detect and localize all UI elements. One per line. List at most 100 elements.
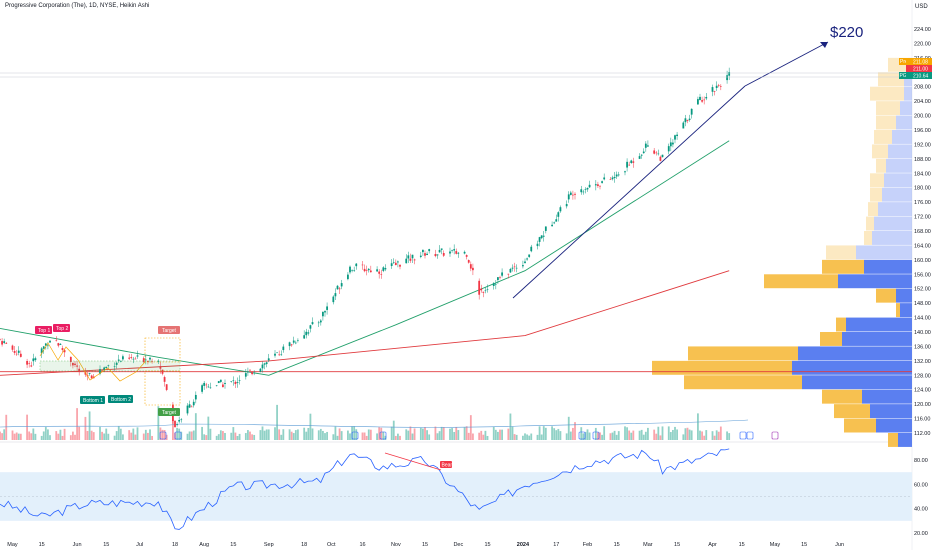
rsi-axis[interactable]: 80.00 60.00 40.00 20.00: [914, 458, 928, 537]
volume-bar: [207, 416, 210, 440]
candle-body: [597, 184, 599, 187]
volume-profile-sell-bar: [870, 404, 912, 419]
candle-body: [565, 204, 568, 207]
candle-body: [436, 254, 439, 256]
price-tick-label: 172.00: [914, 215, 931, 221]
volume-bar: [728, 433, 731, 440]
candle-body: [726, 75, 728, 81]
volume-bar: [482, 434, 485, 440]
uptrend-line[interactable]: [512, 85, 746, 299]
volume-bar: [105, 428, 108, 440]
volume-profile-buy-bar: [836, 317, 846, 332]
volume-bar: [178, 428, 181, 440]
candle-body: [399, 264, 401, 267]
time-tick-label: Jun: [835, 542, 844, 548]
volume-bar: [86, 430, 89, 440]
candle-body: [47, 345, 49, 347]
volume-bar: [672, 429, 674, 440]
volume-bar: [682, 434, 685, 440]
volume-bar: [69, 435, 72, 440]
volume-bar: [117, 426, 120, 440]
last-price-badge: [906, 65, 932, 72]
projection-line[interactable]: [744, 41, 829, 87]
volume-bar: [409, 426, 412, 440]
candle-body: [113, 366, 116, 367]
volume-bar: [632, 430, 635, 440]
candle-body: [103, 367, 106, 370]
candle-body: [457, 252, 460, 254]
candle-body: [713, 91, 716, 92]
candle-body: [472, 267, 474, 271]
volume-bar: [147, 432, 149, 440]
candle-body: [392, 262, 395, 263]
candle-body: [542, 235, 545, 237]
volume-bar: [557, 428, 560, 440]
time-axis[interactable]: May 15 Jun 15 Jul 18 Aug 15 Sep 18 Oct 16 Nov 15 Dec 15…: [7, 542, 844, 548]
currency-label: USD: [915, 4, 928, 10]
volume-profile-buy-bar: [844, 418, 876, 433]
candle-body: [230, 381, 233, 382]
volume-bar: [3, 429, 6, 440]
rsi-divergence-badge: [440, 461, 452, 468]
volume-profile-buy-bar: [896, 303, 900, 318]
volume-profile-sell-bar: [900, 303, 912, 318]
chart-title: Progressive Corporation (The), 1D, NYSE,…: [5, 3, 150, 9]
candle-body: [267, 358, 270, 361]
volume-bar: [630, 432, 633, 440]
volume-bar: [705, 430, 708, 440]
volume-profile-buy-bar: [684, 375, 802, 390]
candle-body: [234, 381, 237, 385]
event-markers[interactable]: [159, 431, 779, 440]
candle-body: [659, 156, 662, 161]
volume-bar: [267, 429, 270, 440]
volume-bar: [259, 430, 262, 440]
time-tick-label: Sep: [264, 542, 274, 548]
candle-body: [190, 406, 193, 408]
volume-bar: [136, 427, 139, 440]
volume-bar: [186, 433, 189, 440]
volume-bar: [369, 429, 372, 440]
candle-body: [351, 270, 353, 272]
candle-body: [149, 357, 151, 360]
candle-body: [507, 273, 510, 275]
time-tick-label: Feb: [583, 542, 592, 548]
volume-bar: [653, 429, 656, 440]
time-tick-label: 17: [553, 542, 559, 548]
volume-bar: [353, 426, 356, 440]
candle-body: [672, 142, 674, 145]
price-tick-label: 128.00: [914, 373, 931, 379]
time-tick-label: 15: [230, 542, 236, 548]
volume-bar: [544, 427, 547, 440]
rsi-line: [0, 448, 730, 530]
volume-profile: [652, 57, 912, 447]
candle-body: [582, 191, 585, 193]
volume-bar: [628, 430, 631, 440]
candle-body: [192, 401, 195, 406]
volume-bar: [55, 431, 58, 440]
volume-bar: [501, 429, 503, 440]
volume-profile-sell-bar: [802, 375, 912, 390]
volume-bar: [405, 429, 408, 440]
candle-body: [209, 387, 212, 389]
candle-body: [49, 340, 51, 343]
volume-bar: [451, 428, 453, 440]
candle-body: [63, 350, 66, 353]
volume-bar: [322, 430, 324, 440]
candle-body: [424, 253, 426, 256]
volume-bar: [290, 431, 293, 440]
volume-bar: [624, 426, 626, 440]
volume-bar: [17, 433, 20, 440]
volume-bar: [57, 433, 60, 440]
candle-body: [442, 253, 445, 256]
volume-bar: [274, 427, 276, 440]
volume-bar: [697, 413, 699, 440]
volume-bar: [411, 433, 414, 440]
candle-body: [594, 184, 597, 186]
volume-bar: [659, 435, 662, 440]
candle-body: [482, 291, 485, 293]
volume-bar: [205, 435, 208, 440]
volume-bar: [292, 433, 295, 440]
price-axis[interactable]: 224.00220.00216.00212.00208.00204.00200.…: [914, 27, 931, 437]
volume-bar: [144, 429, 147, 440]
